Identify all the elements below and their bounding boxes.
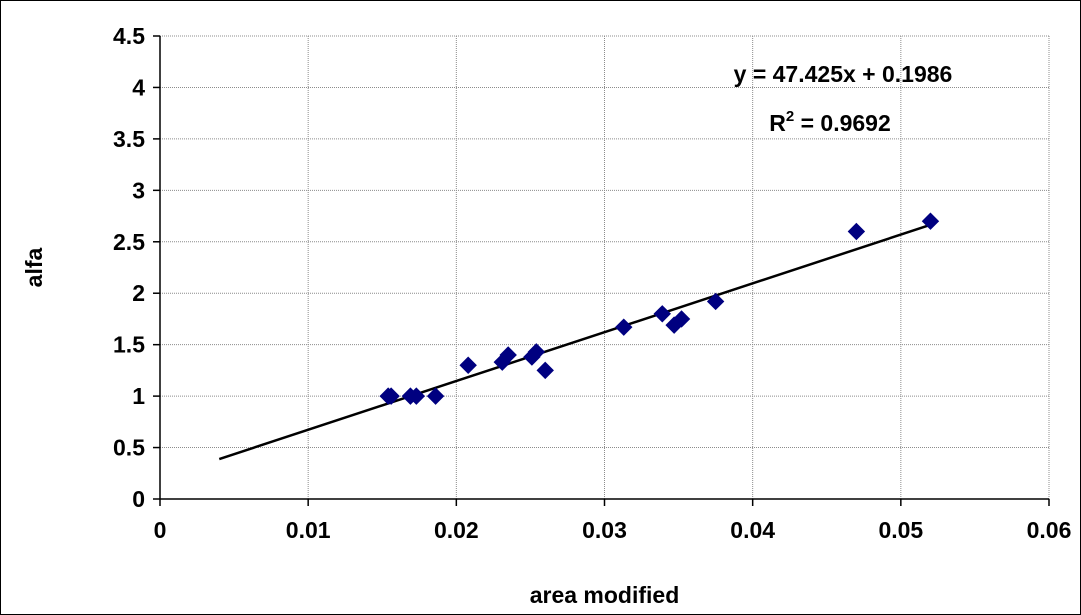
tick-labels: 0 0.01 0.02 0.03 0.04 0.05 0.06 0 0.5 1 1.5 2 2.5 3 3.…	[113, 23, 1071, 543]
y-tick-label: 1	[132, 383, 145, 409]
y-tick-label: 4	[132, 74, 145, 100]
y-tick-label: 3	[132, 177, 145, 203]
data-point	[847, 222, 866, 241]
y-tick-label: 2	[132, 280, 145, 306]
trendline	[218, 223, 931, 461]
r-squared-prefix: R	[769, 110, 786, 136]
r-squared-value: = 0.9692	[794, 110, 891, 136]
y-tick-label: 4.5	[113, 23, 145, 49]
data-point	[615, 318, 633, 336]
x-tick-label: 0.03	[582, 517, 627, 543]
x-tick-label: 0.05	[878, 517, 923, 543]
data-point	[527, 343, 546, 361]
y-axis-title: alfa	[21, 247, 47, 287]
plot-area	[160, 36, 1049, 499]
y-tick-label: 2.5	[113, 229, 145, 255]
x-tick-label: 0	[154, 517, 167, 543]
data-point	[382, 387, 400, 405]
y-tick-label: 0	[132, 486, 145, 512]
data-point	[499, 346, 517, 364]
y-tick-label: 0.5	[113, 435, 145, 461]
data-point	[706, 292, 725, 311]
grid-lines	[160, 35, 1050, 499]
data-points	[379, 212, 940, 405]
data-point	[672, 310, 691, 328]
x-axis-title: area modified	[530, 582, 680, 608]
x-tick-label: 0.04	[730, 517, 775, 543]
r-squared-superscript: 2	[786, 108, 794, 125]
y-tick-label: 3.5	[113, 126, 145, 152]
axes	[153, 35, 1050, 506]
data-point	[536, 361, 554, 380]
data-point	[407, 387, 426, 405]
x-tick-label: 0.06	[1027, 517, 1072, 543]
y-tick-label: 1.5	[113, 332, 145, 358]
data-point	[426, 387, 445, 405]
x-tick-label: 0.01	[286, 517, 331, 543]
data-point	[921, 212, 940, 230]
data-point	[459, 356, 477, 374]
x-tick-label: 0.02	[434, 517, 479, 543]
data-point	[653, 305, 671, 323]
trendline-layer	[218, 223, 931, 461]
trendline-equation: y = 47.425x + 0.1986	[734, 61, 953, 87]
r-squared-label: R2 = 0.9692	[769, 108, 891, 136]
